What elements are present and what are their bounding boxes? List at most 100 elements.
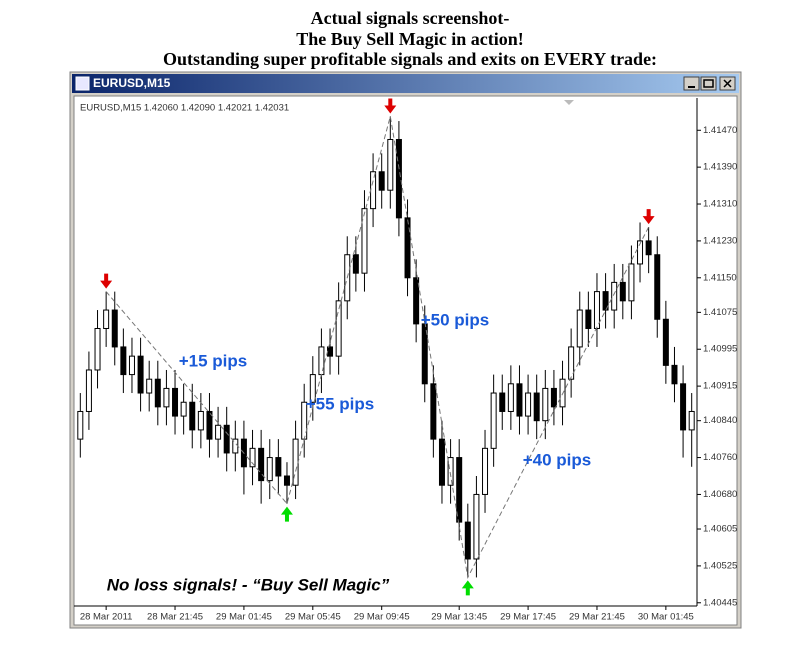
y-tick-label: 1.41150 xyxy=(703,272,737,283)
annotation: +15 pips xyxy=(179,351,248,370)
candle-body xyxy=(154,378,161,408)
candle-body xyxy=(85,369,92,412)
title-line: Outstanding super profitable signals and… xyxy=(163,49,657,69)
candle-body xyxy=(189,401,196,431)
candle-body xyxy=(619,281,626,302)
shift-marker xyxy=(564,100,574,105)
candle-body xyxy=(335,300,342,357)
signal-arrow xyxy=(280,506,293,522)
candle-body xyxy=(258,447,265,482)
candle-body xyxy=(576,309,583,348)
trade-line xyxy=(105,116,650,579)
candle-body xyxy=(94,327,101,371)
x-tick-label: 28 Mar 2011 xyxy=(80,612,133,623)
candle-body xyxy=(352,254,359,274)
signal-arrow xyxy=(642,209,655,225)
window-title: EURUSD,M15 xyxy=(93,76,171,90)
candle-body xyxy=(525,392,532,417)
candle-body xyxy=(602,291,609,311)
candle-body xyxy=(370,171,377,210)
y-tick-label: 1.41390 xyxy=(703,162,737,173)
candle-body xyxy=(395,138,402,219)
candle-body xyxy=(637,240,644,265)
y-tick-label: 1.41075 xyxy=(703,307,737,318)
candle-body xyxy=(680,383,687,431)
candle-body xyxy=(266,457,273,482)
y-tick-label: 1.40915 xyxy=(703,381,737,392)
minimize-button[interactable] xyxy=(683,76,700,91)
y-tick-label: 1.40840 xyxy=(703,415,737,426)
x-tick-label: 29 Mar 21:45 xyxy=(569,612,625,623)
candle-body xyxy=(120,346,127,376)
signal-arrow xyxy=(461,580,474,596)
candle-body xyxy=(456,457,463,523)
y-tick-label: 1.40445 xyxy=(703,597,737,608)
x-tick-label: 29 Mar 01:45 xyxy=(216,612,272,623)
candle-body xyxy=(361,208,368,274)
candle-body xyxy=(180,401,187,417)
icon xyxy=(723,79,732,88)
candle-body xyxy=(645,240,652,256)
candle-body xyxy=(163,387,170,408)
candle-body xyxy=(593,291,600,329)
window-buttons[interactable] xyxy=(683,76,736,91)
candle-body xyxy=(671,364,678,385)
candle-body xyxy=(507,383,514,412)
y-tick-label: 1.40995 xyxy=(703,344,737,355)
candle-body xyxy=(447,457,454,486)
candle-body xyxy=(223,424,230,454)
candle-body xyxy=(654,254,661,320)
title-bar xyxy=(72,74,739,93)
y-tick-label: 1.41230 xyxy=(703,235,737,246)
candle-body xyxy=(77,410,84,440)
annotation: +40 pips xyxy=(523,450,592,469)
x-tick-label: 28 Mar 21:45 xyxy=(147,612,203,623)
candle-body xyxy=(137,355,144,394)
candle-body xyxy=(688,410,695,431)
candle-body xyxy=(206,410,213,440)
candle-body xyxy=(215,424,222,440)
candle-body xyxy=(197,410,204,431)
y-tick-label: 1.40760 xyxy=(703,452,737,463)
candle-body xyxy=(542,387,549,422)
candle-body xyxy=(378,171,385,191)
candle-body xyxy=(533,392,540,422)
candle-body xyxy=(172,387,179,417)
annotation: +55 pips xyxy=(306,394,375,413)
x-tick-label: 29 Mar 09:45 xyxy=(354,612,410,623)
candle-body xyxy=(327,346,334,357)
candle-body xyxy=(275,457,282,477)
y-tick-label: 1.40680 xyxy=(703,489,737,500)
candle-body xyxy=(473,493,480,560)
candle-body xyxy=(318,346,325,376)
candle-body xyxy=(585,309,592,329)
candle-body xyxy=(146,378,153,394)
chart-info: EURUSD,M15 1.42060 1.42090 1.42021 1.420… xyxy=(80,103,289,114)
candle-body xyxy=(438,438,445,486)
title-line: Actual signals screenshot- xyxy=(311,8,510,28)
y-tick-label: 1.40605 xyxy=(703,524,737,535)
annotation: +50 pips xyxy=(421,310,490,329)
candle-body xyxy=(128,355,135,376)
candle-body xyxy=(482,447,489,495)
candle-body xyxy=(499,392,506,412)
candle-body xyxy=(464,521,471,560)
candle-body xyxy=(568,346,575,380)
candle-body xyxy=(309,374,316,403)
window-icon xyxy=(75,76,90,91)
icon xyxy=(703,79,714,88)
candle-body xyxy=(490,392,497,449)
x-tick-label: 30 Mar 01:45 xyxy=(638,612,694,623)
signal-arrow xyxy=(100,273,113,289)
annotation: No loss signals! - “Buy Sell Magic” xyxy=(107,575,390,594)
x-tick-label: 29 Mar 17:45 xyxy=(500,612,556,623)
y-tick-label: 1.40525 xyxy=(703,560,737,571)
candle-body xyxy=(404,217,411,279)
candle-body xyxy=(611,281,618,311)
candle-body xyxy=(662,318,669,366)
candle-body xyxy=(413,277,420,325)
title-line: The Buy Sell Magic in action! xyxy=(296,29,524,49)
y-tick-label: 1.41470 xyxy=(703,125,737,136)
